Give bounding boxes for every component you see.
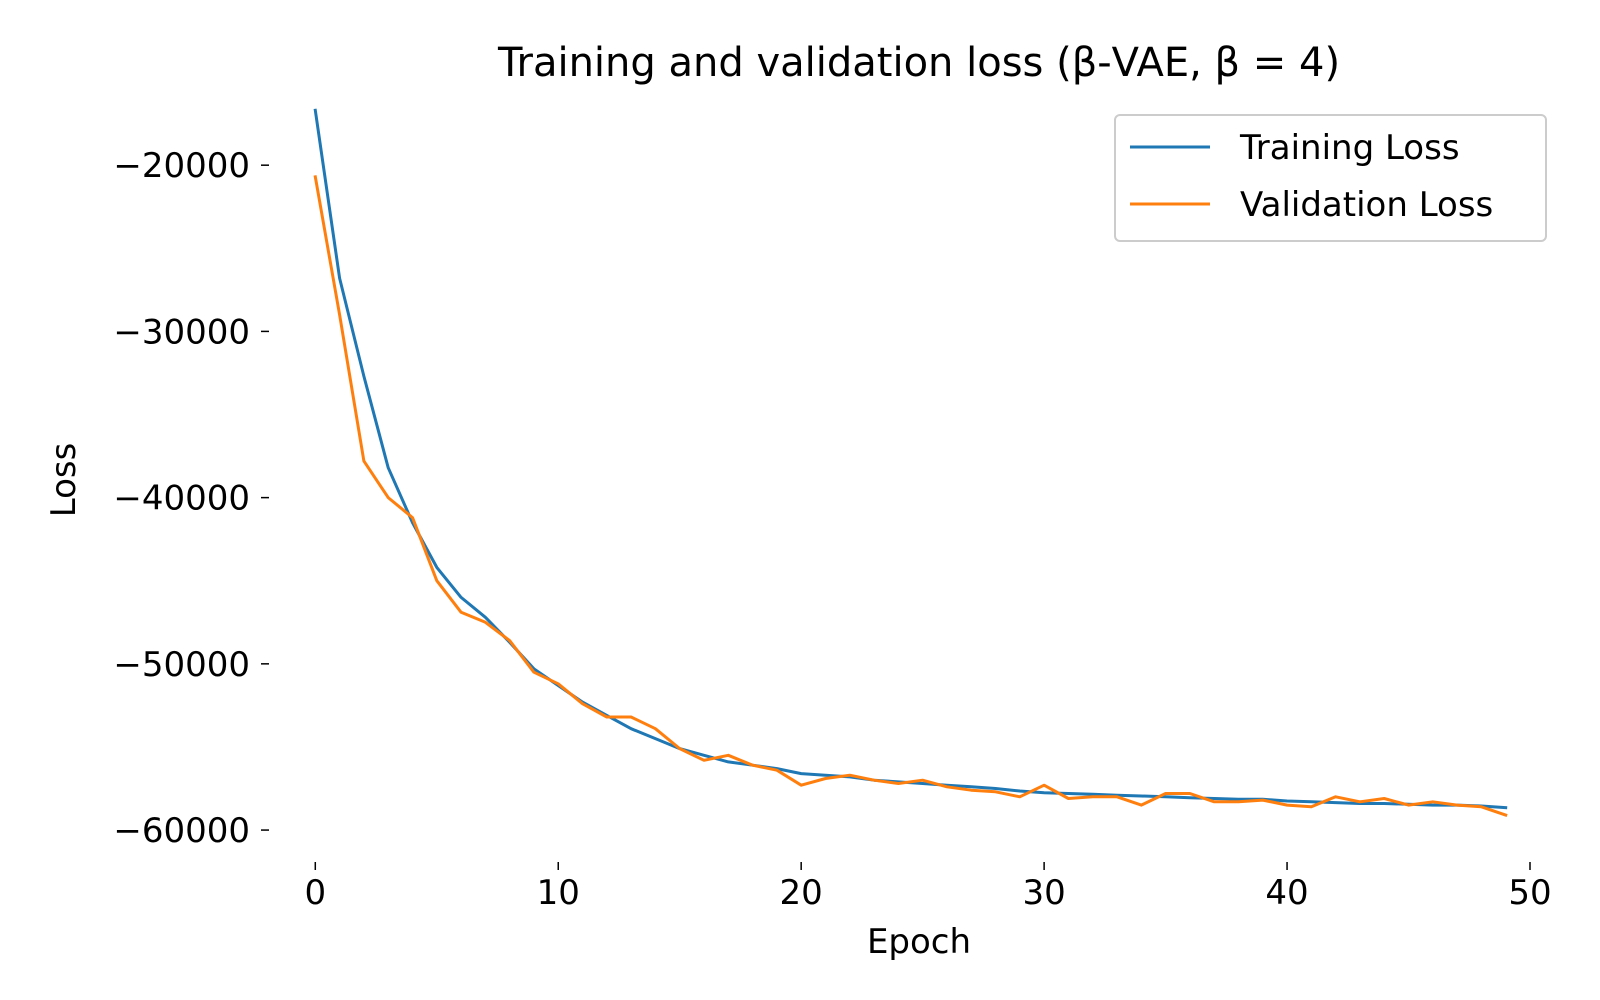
legend: Training Loss Validation Loss bbox=[1114, 114, 1547, 242]
x-axis-ticks: 0 10 20 30 40 50 bbox=[304, 862, 1552, 913]
x-tick-label: 0 bbox=[304, 873, 326, 913]
y-axis-label: Loss bbox=[44, 443, 84, 518]
series-lines bbox=[313, 108, 1508, 818]
x-tick-label: 40 bbox=[1265, 873, 1308, 913]
x-tick-label: 50 bbox=[1508, 873, 1551, 913]
x-tick-label: 10 bbox=[537, 873, 580, 913]
legend-label-validation-loss: Validation Loss bbox=[1240, 185, 1493, 225]
y-tick-label: −50000 bbox=[113, 645, 250, 685]
legend-label-training-loss: Training Loss bbox=[1239, 128, 1460, 168]
x-axis-label: Epoch bbox=[867, 922, 971, 962]
chart-title: Training and validation loss (β-VAE, β =… bbox=[497, 40, 1340, 86]
y-axis-ticks: −20000 −30000 −40000 −50000 −60000 bbox=[113, 146, 269, 851]
series-line-validation-loss bbox=[313, 175, 1508, 818]
x-tick-label: 20 bbox=[780, 873, 823, 913]
y-tick-label: −30000 bbox=[113, 312, 250, 352]
y-tick-label: −20000 bbox=[113, 146, 250, 186]
legend-frame bbox=[1114, 114, 1547, 242]
y-tick-label: −40000 bbox=[113, 479, 250, 519]
x-tick-label: 30 bbox=[1022, 873, 1065, 913]
y-tick-label: −60000 bbox=[113, 811, 250, 851]
